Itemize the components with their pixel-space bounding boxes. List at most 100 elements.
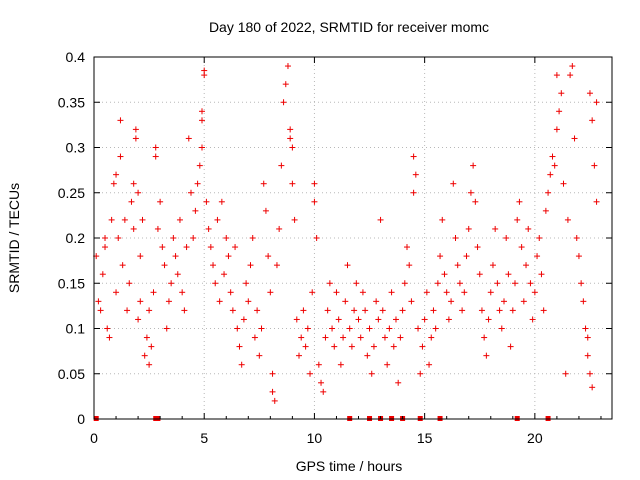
data-point — [278, 162, 285, 169]
data-point — [337, 361, 344, 368]
data-point — [199, 108, 206, 115]
data-point — [287, 126, 294, 133]
data-point — [225, 253, 232, 260]
data-point — [130, 225, 137, 232]
data-point — [218, 198, 225, 205]
data-point — [410, 189, 417, 196]
data-point — [249, 235, 256, 241]
data-point — [104, 325, 111, 332]
data-point — [353, 280, 360, 287]
data-point — [256, 352, 263, 359]
data-point — [432, 325, 439, 332]
data-point — [392, 316, 399, 323]
data-point — [589, 117, 596, 124]
data-point — [512, 280, 519, 287]
data-point — [580, 298, 587, 305]
data-point — [293, 316, 300, 323]
data-point — [199, 144, 206, 151]
data-point — [243, 280, 250, 287]
data-point — [289, 144, 296, 151]
y-tick-label: 0.15 — [58, 275, 85, 291]
data-point — [463, 253, 470, 260]
data-point — [99, 271, 106, 278]
data-point — [132, 126, 139, 133]
y-tick-label: 0.3 — [66, 140, 86, 156]
data-point — [117, 117, 124, 124]
data-point — [269, 388, 276, 395]
data-point — [419, 343, 426, 350]
data-point — [110, 180, 117, 187]
data-point — [333, 289, 340, 296]
data-point — [412, 171, 419, 178]
data-point — [437, 253, 444, 260]
data-point — [445, 316, 452, 323]
data-point — [529, 316, 536, 323]
data-point — [126, 280, 133, 287]
data-point — [207, 244, 214, 251]
data-point — [168, 280, 175, 287]
data-point — [514, 216, 521, 223]
data-point — [117, 153, 124, 160]
data-point — [214, 216, 221, 223]
data-point — [395, 379, 402, 386]
data-point — [441, 271, 448, 278]
data-point — [399, 307, 406, 314]
data-point — [170, 235, 177, 241]
data-point — [135, 189, 142, 196]
data-point — [163, 325, 170, 332]
data-point — [329, 325, 336, 332]
data-point — [174, 271, 181, 278]
data-point — [176, 216, 183, 223]
axis-ticks — [93, 56, 612, 420]
data-point — [318, 379, 325, 386]
data-point — [335, 316, 342, 323]
data-point — [229, 307, 236, 314]
data-point — [121, 216, 128, 223]
data-point — [483, 352, 490, 359]
data-point — [494, 280, 501, 287]
data-point — [251, 334, 258, 341]
x-tick-label: 5 — [200, 430, 208, 446]
data-point — [304, 325, 311, 332]
data-point — [538, 271, 545, 278]
data-point — [340, 334, 347, 341]
data-point — [589, 384, 596, 391]
data-point — [137, 298, 144, 305]
data-point — [417, 370, 424, 377]
y-tick-label: 0.25 — [58, 185, 85, 201]
data-point — [273, 262, 280, 269]
data-point — [97, 307, 104, 314]
y-tick-label: 0.35 — [58, 94, 85, 110]
data-point — [254, 307, 261, 314]
data-point — [315, 361, 322, 368]
x-tick-label: 15 — [417, 430, 433, 446]
data-point — [459, 307, 466, 314]
data-point — [267, 289, 274, 296]
data-point — [478, 307, 485, 314]
data-point — [236, 343, 243, 350]
data-point — [154, 225, 161, 232]
data-point — [262, 207, 269, 214]
data-point — [474, 244, 481, 251]
data-point — [379, 307, 386, 314]
data-point — [553, 126, 560, 133]
data-point — [527, 280, 534, 287]
data-point — [472, 198, 479, 205]
data-point — [265, 253, 272, 260]
data-point — [348, 343, 355, 350]
data-point — [390, 343, 397, 350]
data-point — [560, 180, 567, 187]
data-point — [128, 198, 135, 205]
data-point — [210, 262, 217, 269]
y-tick-labels: 0 0.05 0.1 0.15 0.2 0.25 0.3 0.35 0.4 — [58, 49, 85, 427]
data-point — [571, 135, 578, 142]
data-point — [558, 90, 565, 97]
data-point — [119, 262, 126, 269]
data-point — [465, 225, 472, 232]
data-point — [331, 343, 338, 350]
data-point — [553, 72, 560, 79]
data-point — [450, 180, 457, 187]
data-point — [247, 262, 254, 269]
data-point — [509, 307, 516, 314]
